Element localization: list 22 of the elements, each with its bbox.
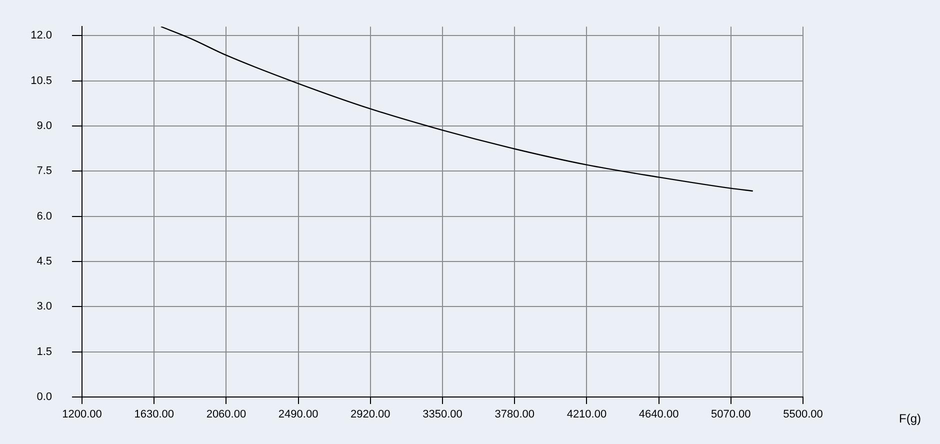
- y-tick-label: 3.0: [36, 300, 52, 313]
- x-tick-label: 1630.00: [134, 408, 174, 421]
- line-series: [160, 26, 754, 192]
- x-tick-label: 2920.00: [350, 408, 390, 421]
- x-tick-label: 2490.00: [278, 408, 318, 421]
- y-tick-label: 1.5: [36, 346, 52, 358]
- y-tick-label: 4.5: [36, 256, 52, 268]
- y-tick-label: 0.0: [36, 391, 52, 404]
- y-tick-label: 7.5: [36, 165, 52, 178]
- x-tick-label: 5070.00: [711, 408, 751, 421]
- x-tick-label: 2060.00: [206, 408, 246, 421]
- x-tick-label: 4640.00: [638, 408, 679, 421]
- x-tick-label: 3350.00: [422, 408, 462, 421]
- y-tick-label: 9.0: [36, 120, 52, 132]
- y-tick-label: 12.0: [30, 30, 52, 42]
- text: F(g): [899, 411, 921, 426]
- x-tick-label: 1200.00: [62, 408, 102, 421]
- y-tick-label: 10.5: [30, 74, 52, 87]
- x-tick-label: 4210.00: [566, 408, 607, 421]
- x-tick-label: 3780.00: [494, 408, 534, 421]
- y-tick-label: 6.0: [36, 210, 52, 222]
- x-tick-label: 5500.00: [783, 408, 823, 421]
